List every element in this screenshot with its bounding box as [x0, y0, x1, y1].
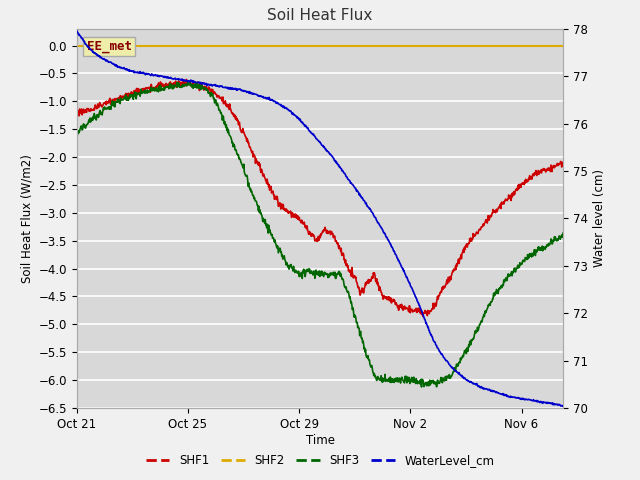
WaterLevel_cm — [407, 283, 415, 289]
SHF1 — [287, 215, 295, 220]
SHF3 — [462, 347, 470, 352]
SHF1 — [408, 307, 415, 312]
SHF3 — [559, 230, 567, 236]
SHF3 — [418, 384, 426, 390]
SHF1 — [462, 244, 470, 250]
SHF2 — [73, 43, 81, 49]
WaterLevel_cm — [461, 375, 468, 381]
SHF2 — [123, 43, 131, 49]
SHF1 — [559, 160, 567, 166]
SHF1 — [182, 77, 190, 83]
SHF2 — [559, 43, 567, 49]
SHF1 — [419, 313, 427, 319]
SHF3 — [73, 129, 81, 135]
WaterLevel_cm — [123, 66, 131, 72]
Line: WaterLevel_cm: WaterLevel_cm — [77, 31, 563, 406]
SHF2 — [407, 43, 415, 49]
SHF1 — [453, 263, 461, 269]
WaterLevel_cm — [287, 108, 295, 114]
Y-axis label: Water level (cm): Water level (cm) — [593, 169, 607, 267]
SHF1 — [123, 92, 131, 97]
Text: EE_met: EE_met — [86, 40, 132, 53]
Legend: SHF1, SHF2, SHF3, WaterLevel_cm: SHF1, SHF2, SHF3, WaterLevel_cm — [141, 449, 499, 472]
Y-axis label: Soil Heat Flux (W/m2): Soil Heat Flux (W/m2) — [20, 154, 33, 283]
SHF3 — [270, 238, 278, 243]
SHF2 — [287, 43, 295, 49]
WaterLevel_cm — [452, 368, 460, 374]
WaterLevel_cm — [269, 98, 277, 104]
SHF1 — [270, 192, 278, 198]
Title: Soil Heat Flux: Soil Heat Flux — [268, 9, 372, 24]
SHF3 — [184, 78, 192, 84]
X-axis label: Time: Time — [305, 433, 335, 446]
SHF3 — [453, 363, 461, 369]
SHF2 — [461, 43, 468, 49]
SHF2 — [452, 43, 460, 49]
WaterLevel_cm — [73, 28, 81, 34]
SHF3 — [408, 376, 415, 382]
WaterLevel_cm — [559, 403, 567, 409]
Line: SHF1: SHF1 — [77, 80, 563, 316]
SHF2 — [269, 43, 277, 49]
SHF1 — [73, 107, 81, 113]
SHF3 — [287, 265, 295, 271]
Line: SHF3: SHF3 — [77, 81, 563, 387]
SHF3 — [123, 97, 131, 103]
